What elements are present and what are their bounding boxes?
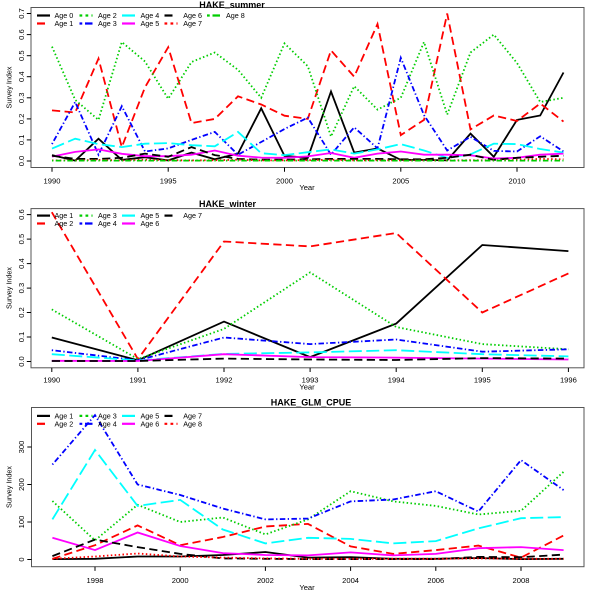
svg-text:Age 2: Age 2 <box>55 219 74 228</box>
svg-text:2000: 2000 <box>172 576 189 585</box>
svg-text:Age 8: Age 8 <box>183 419 202 428</box>
svg-text:Age 3: Age 3 <box>98 211 117 220</box>
svg-text:0.0: 0.0 <box>17 156 26 167</box>
svg-text:HAKE_summer: HAKE_summer <box>199 0 265 10</box>
svg-text:Year: Year <box>299 583 315 592</box>
svg-text:1995: 1995 <box>160 177 177 186</box>
svg-text:0.4: 0.4 <box>17 71 26 82</box>
svg-text:Survey Index: Survey Index <box>5 466 14 508</box>
svg-text:1995: 1995 <box>474 376 491 385</box>
svg-text:2010: 2010 <box>509 177 526 186</box>
svg-text:Age 1: Age 1 <box>55 19 74 28</box>
svg-text:1991: 1991 <box>129 376 146 385</box>
svg-text:Age 6: Age 6 <box>141 219 160 228</box>
svg-text:1998: 1998 <box>87 576 104 585</box>
svg-text:HAKE_winter: HAKE_winter <box>199 199 257 209</box>
svg-text:HAKE_GLM_CPUE: HAKE_GLM_CPUE <box>271 398 352 408</box>
svg-text:Age 0: Age 0 <box>55 11 74 20</box>
svg-text:Age 6: Age 6 <box>183 11 202 20</box>
svg-text:Age 4: Age 4 <box>98 219 117 228</box>
svg-text:0.1: 0.1 <box>17 135 26 146</box>
svg-text:0.2: 0.2 <box>17 114 26 125</box>
svg-text:Age 5: Age 5 <box>141 19 160 28</box>
svg-text:Year: Year <box>299 183 315 192</box>
svg-text:Survey Index: Survey Index <box>5 66 14 108</box>
svg-text:1993: 1993 <box>302 376 319 385</box>
svg-text:100: 100 <box>17 516 26 529</box>
svg-text:Age 7: Age 7 <box>183 211 202 220</box>
svg-text:Age 1: Age 1 <box>55 211 74 220</box>
svg-text:2004: 2004 <box>342 576 359 585</box>
svg-text:Age 5: Age 5 <box>141 412 160 421</box>
svg-text:Age 4: Age 4 <box>141 11 160 20</box>
svg-text:2002: 2002 <box>257 576 274 585</box>
svg-text:0.1: 0.1 <box>17 332 26 343</box>
svg-text:Age 6: Age 6 <box>141 419 160 428</box>
svg-text:Age 3: Age 3 <box>98 412 117 421</box>
svg-text:0.4: 0.4 <box>17 258 26 269</box>
svg-text:0.5: 0.5 <box>17 50 26 61</box>
svg-text:0: 0 <box>17 557 26 561</box>
svg-text:1990: 1990 <box>44 177 61 186</box>
svg-text:0.3: 0.3 <box>17 93 26 104</box>
svg-text:2000: 2000 <box>276 177 293 186</box>
svg-text:Age 7: Age 7 <box>183 19 202 28</box>
svg-text:1996: 1996 <box>560 376 577 385</box>
svg-text:Age 2: Age 2 <box>55 419 74 428</box>
svg-text:Age 1: Age 1 <box>55 412 74 421</box>
svg-text:2008: 2008 <box>513 576 530 585</box>
svg-text:0.6: 0.6 <box>17 209 26 220</box>
svg-text:1990: 1990 <box>43 376 60 385</box>
svg-text:300: 300 <box>17 441 26 454</box>
svg-text:1992: 1992 <box>216 376 233 385</box>
svg-text:2005: 2005 <box>392 177 409 186</box>
svg-text:2006: 2006 <box>427 576 444 585</box>
svg-text:0.6: 0.6 <box>17 29 26 40</box>
svg-text:200: 200 <box>17 478 26 491</box>
svg-text:0.3: 0.3 <box>17 283 26 294</box>
svg-text:0.2: 0.2 <box>17 307 26 318</box>
svg-text:Survey Index: Survey Index <box>5 267 14 309</box>
svg-text:Year: Year <box>299 382 315 391</box>
svg-text:Age 4: Age 4 <box>98 419 117 428</box>
svg-text:Age 5: Age 5 <box>141 211 160 220</box>
svg-text:0.7: 0.7 <box>17 8 26 19</box>
svg-text:1994: 1994 <box>388 376 405 385</box>
svg-text:Age 3: Age 3 <box>98 19 117 28</box>
svg-text:Age 7: Age 7 <box>183 412 202 421</box>
svg-text:0.5: 0.5 <box>17 234 26 245</box>
svg-text:0.0: 0.0 <box>17 356 26 367</box>
svg-text:Age 8: Age 8 <box>226 11 245 20</box>
svg-text:Age 2: Age 2 <box>98 11 117 20</box>
